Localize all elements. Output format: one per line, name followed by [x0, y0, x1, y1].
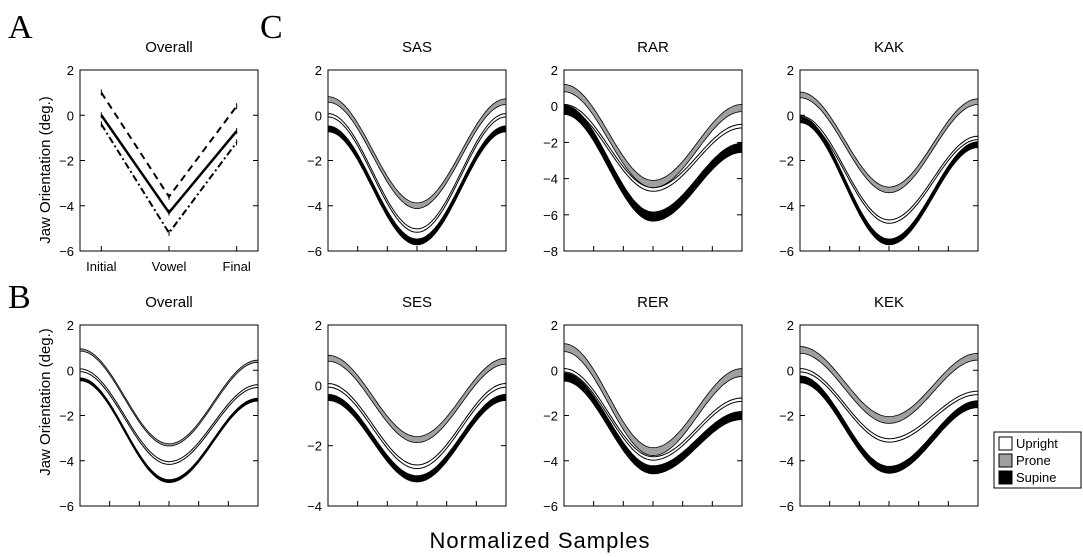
y-tick-label: 2 [551, 63, 558, 78]
legend-label-prone: Prone [1016, 453, 1051, 468]
y-axis-label-top: Jaw Orientation (deg.) [37, 96, 54, 244]
panel-label-a: A [8, 9, 33, 46]
band-upright-kek [799, 368, 979, 443]
legend-swatch-upright [998, 436, 1013, 451]
y-tick-label: −6 [59, 244, 74, 259]
y-tick-label: 0 [787, 363, 794, 378]
y-tick-label: 2 [551, 318, 558, 333]
y-tick-label: −2 [543, 409, 558, 424]
y-tick-label: 2 [67, 318, 74, 333]
legend-label-upright: Upright [1016, 436, 1058, 451]
chart-title-kak: KAK [874, 39, 904, 56]
x-tick-label: Final [223, 259, 251, 274]
chart-title-sas: SAS [402, 39, 432, 56]
legend-label-supine: Supine [1016, 470, 1056, 485]
y-tick-label: −4 [779, 454, 794, 469]
band-supine-rer [563, 372, 743, 475]
legend: Upright Prone Supine [993, 431, 1082, 489]
band-prone-sas [327, 96, 507, 209]
band-supine-kak [799, 116, 979, 246]
chart-title-rar: RAR [637, 39, 669, 56]
y-tick-label: −4 [543, 454, 558, 469]
y-tick-label: −4 [307, 499, 322, 514]
y-tick-label: −2 [59, 154, 74, 169]
band-upright-ses [327, 383, 507, 470]
y-tick-label: −4 [59, 454, 74, 469]
y-tick-label: 0 [67, 108, 74, 123]
band-upright-b [79, 368, 259, 465]
y-tick-label: 2 [787, 63, 794, 78]
y-tick-label: 2 [787, 318, 794, 333]
y-tick-label: −6 [779, 244, 794, 259]
y-tick-label: −6 [307, 244, 322, 259]
plot-axes-sas [327, 69, 507, 252]
chart-title-rer: RER [637, 294, 669, 311]
y-tick-label: 2 [315, 63, 322, 78]
legend-swatch-supine [998, 470, 1013, 485]
legend-swatch-prone [998, 453, 1013, 468]
band-supine-kek [799, 375, 979, 474]
y-tick-label: 0 [315, 378, 322, 393]
y-tick-label: −4 [543, 172, 558, 187]
y-tick-label: −2 [543, 135, 558, 150]
x-tick-label: Initial [86, 259, 116, 274]
plot-axes-kak [799, 69, 979, 252]
series-line-dashdot [100, 123, 238, 235]
band-prone-b [79, 348, 259, 447]
y-tick-label: 0 [551, 363, 558, 378]
band-prone-rer [563, 343, 743, 457]
band-supine-b [79, 377, 259, 483]
y-tick-label: 0 [787, 108, 794, 123]
panel-label-c: C [260, 9, 283, 46]
band-prone-kak [799, 91, 979, 194]
band-supine-sas [327, 125, 507, 246]
band-upright-rar [563, 103, 743, 192]
y-axis-label-bottom: Jaw Orientation (deg.) [37, 328, 54, 476]
y-tick-label: −2 [307, 439, 322, 454]
y-tick-label: −4 [307, 199, 322, 214]
x-axis-label: Normalized Samples [430, 528, 651, 553]
chart-title-ses: SES [402, 294, 432, 311]
y-tick-label: −4 [59, 199, 74, 214]
band-supine-rar [563, 104, 743, 222]
y-tick-label: −2 [59, 409, 74, 424]
band-upright-kak [799, 115, 979, 224]
plot-axes-a [79, 69, 259, 252]
y-tick-label: −6 [59, 499, 74, 514]
y-tick-label: −2 [779, 409, 794, 424]
y-tick-label: −8 [543, 244, 558, 259]
y-tick-label: −2 [307, 154, 322, 169]
chart-title-kek: KEK [874, 294, 904, 311]
y-tick-label: −4 [779, 199, 794, 214]
x-tick-label: Vowel [152, 259, 187, 274]
band-upright-rer [563, 368, 743, 461]
y-tick-label: −6 [543, 208, 558, 223]
y-tick-label: 0 [67, 363, 74, 378]
chart-title-b: Overall [145, 294, 193, 311]
band-prone-kek [799, 346, 979, 424]
band-supine-ses [327, 393, 507, 483]
y-tick-label: 0 [551, 99, 558, 114]
chart-title-a: Overall [145, 39, 193, 56]
y-tick-label: 0 [315, 108, 322, 123]
y-tick-label: 2 [315, 318, 322, 333]
band-prone-rar [563, 84, 743, 189]
band-prone-ses [327, 354, 507, 443]
y-tick-label: 2 [67, 63, 74, 78]
y-tick-label: −6 [779, 499, 794, 514]
y-tick-label: −6 [543, 499, 558, 514]
band-upright-sas [327, 113, 507, 233]
panel-label-b: B [8, 279, 31, 316]
y-tick-label: −2 [779, 154, 794, 169]
plot-axes-rer [563, 324, 743, 507]
